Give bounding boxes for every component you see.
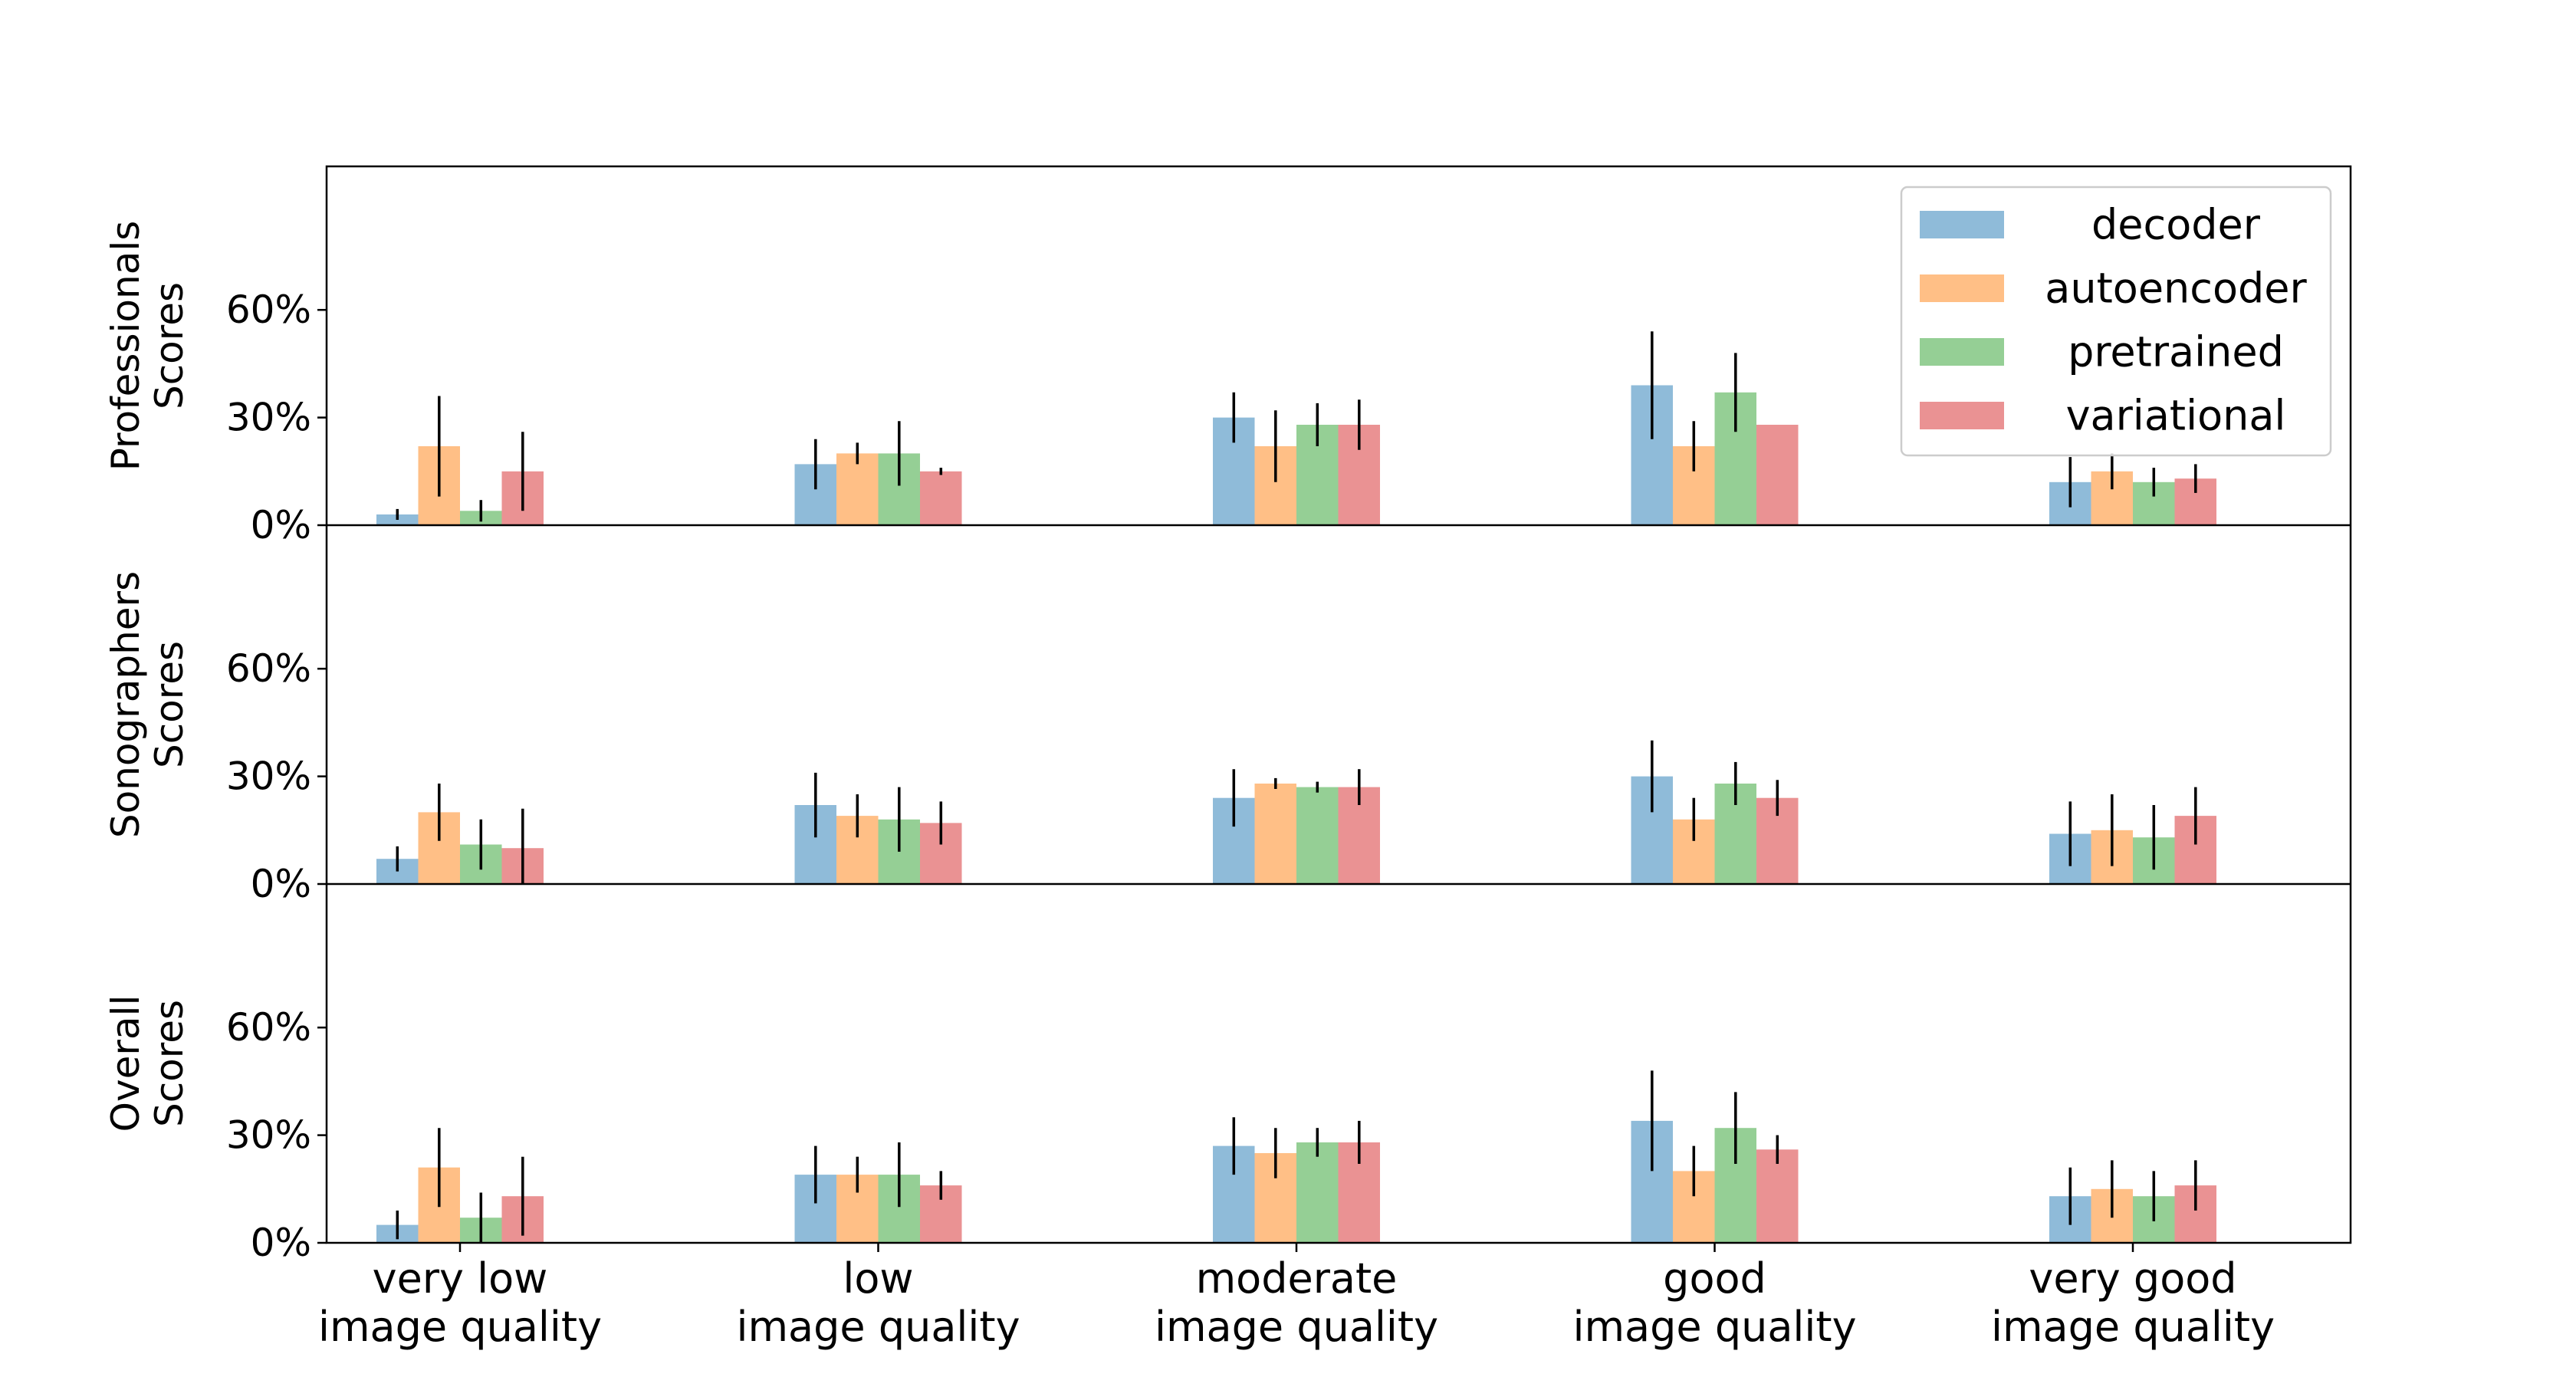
y-tick-label: 0% [251,1221,311,1265]
y-axis-label: SonographersScores [104,571,192,838]
x-category-label: good image quality [1572,1254,1856,1351]
x-category-label-line: very good [2029,1254,2236,1303]
y-tick-label: 30% [226,1113,311,1158]
errorbars-variational [521,769,2197,884]
legend-item-autoencoder: autoencoder [1920,265,2307,313]
bar-autoencoder [1254,784,1296,884]
x-category-label-line: image quality [1991,1303,2275,1351]
legend-swatch [1920,402,2004,429]
y-tick-label: 60% [226,288,311,332]
errorbars-autoencoder [438,396,2114,497]
legend-label: pretrained [2068,328,2284,376]
legend-item-pretrained: pretrained [1920,328,2284,376]
y-axis-label-line: Scores [147,282,192,409]
legend-frame [1900,186,2332,457]
errorbars-decoder [396,740,2072,872]
y-tick-label: 30% [226,754,311,799]
legend-box: decoder autoencoder pretrained variational [1900,186,2332,457]
y-axis-label-line: Professionals [104,221,148,472]
y-tick-label: 0% [251,862,311,906]
errorbars-autoencoder [438,1128,2114,1218]
errorbars-pretrained [479,761,2156,870]
bar-autoencoder [836,453,879,525]
x-category-label-line: good [1663,1254,1766,1303]
errorbars-pretrained [479,353,2156,522]
bar-variational [1756,1149,1799,1243]
errorbars-autoencoder [438,777,2114,866]
y-axis-label-line: Scores [147,641,192,768]
x-category-label-line: image quality [736,1303,1020,1351]
bar-pretrained [1296,1142,1339,1243]
legend-swatch [1920,338,2004,366]
series-pretrained [460,784,2175,884]
y-tick-label: 30% [226,396,311,440]
y-tick-label: 60% [226,646,311,691]
x-category-label: low image quality [736,1254,1020,1351]
x-category-label-line: low [843,1254,913,1303]
legend-swatch [1920,211,2004,238]
errorbars-variational [521,399,2197,511]
legend-item-variational: variational [1920,392,2285,440]
legend-label: variational [2066,392,2286,440]
panel-2 [376,740,2216,884]
x-category-label-line: image quality [318,1303,602,1351]
series-autoencoder [418,784,2133,884]
errorbars-variational [521,1120,2197,1236]
x-category-label: very good image quality [1991,1254,2275,1351]
y-tick-label: 0% [251,503,311,547]
x-category-label: moderate image quality [1155,1254,1438,1351]
bar-variational [920,471,962,525]
errorbars-decoder [396,331,2072,520]
y-axis-label-line: Overall [104,995,148,1132]
x-category-label-line: moderate [1196,1254,1398,1303]
panels-layer [376,331,2216,1243]
errorbars-pretrained [479,1092,2156,1243]
axes-frame: 0%30%60%ProfessionalsScores0%30%60%Sonog… [104,165,2352,1265]
x-category-label: very low image quality [318,1254,602,1351]
legend-label: decoder [2091,201,2261,249]
x-category-label-line: very low [373,1254,548,1303]
legend-item-decoder: decoder [1920,201,2261,249]
bar-variational [1756,425,1799,525]
panel-3 [376,1070,2216,1243]
y-axis-label: OverallScores [104,995,192,1132]
x-category-label-line: image quality [1155,1303,1438,1351]
legend: decoder autoencoder pretrained variational [1900,186,2332,457]
y-axis-label: ProfessionalsScores [104,221,192,472]
panel-1 [376,331,2216,525]
series-pretrained [460,1128,2175,1243]
y-axis-label-line: Scores [147,1000,192,1127]
legend-swatch [1920,274,2004,302]
x-category-label-line: image quality [1572,1303,1856,1351]
bar-pretrained [1296,787,1339,884]
y-axis-label-line: Sonographers [104,571,148,838]
errorbars-decoder [396,1070,2072,1240]
legend-label: autoencoder [2045,265,2307,313]
series-decoder [376,385,2091,525]
y-tick-label: 60% [226,1005,311,1050]
series-autoencoder [418,446,2133,525]
plot-border [325,165,2352,1244]
